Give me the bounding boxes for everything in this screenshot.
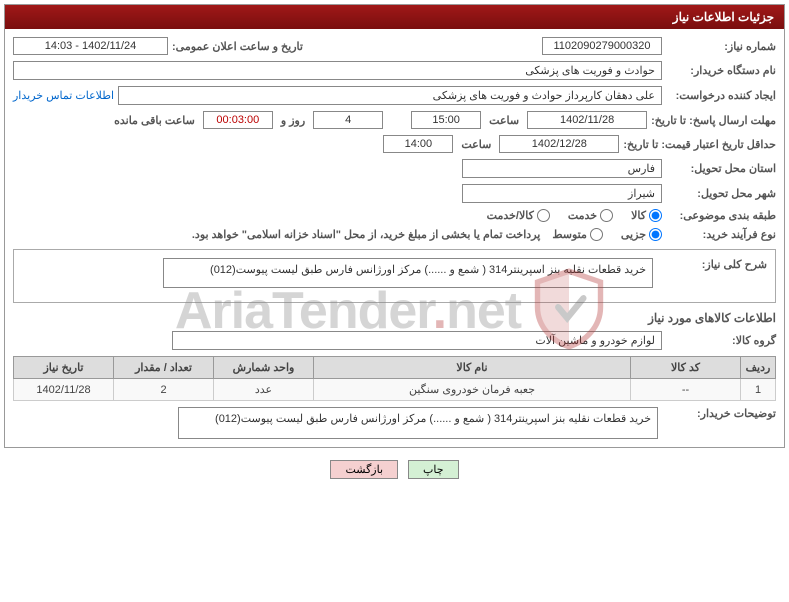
- row-group: گروه کالا: لوازم خودرو و ماشین آلات: [13, 331, 776, 350]
- deadline-date: 1402/11/28: [527, 111, 647, 129]
- validity-label: حداقل تاریخ اعتبار قیمت: تا تاریخ:: [623, 138, 776, 151]
- deadline-time: 15:00: [411, 111, 481, 129]
- province-value: فارس: [462, 159, 662, 178]
- cell-code: --: [631, 379, 741, 401]
- description-block: شرح کلی نیاز: خرید قطعات نقلیه بنز اسپری…: [13, 249, 776, 303]
- back-button[interactable]: بازگشت: [330, 460, 398, 479]
- remaining-label: ساعت باقی مانده: [114, 114, 195, 127]
- subject-radio-group: کالا خدمت کالا/خدمت: [487, 209, 662, 222]
- radio-both[interactable]: کالا/خدمت: [487, 209, 550, 222]
- requester-value: علی دهقان کارپرداز حوادث و فوریت های پزش…: [118, 86, 662, 105]
- radio-goods[interactable]: کالا: [631, 209, 662, 222]
- cell-idx: 1: [741, 379, 776, 401]
- panel-content: شماره نیاز: 1102090279000320 تاریخ و ساع…: [5, 29, 784, 447]
- row-city: شهر محل تحویل: شیراز: [13, 184, 776, 203]
- description-label: شرح کلی نیاز:: [657, 258, 767, 271]
- row-requester: ایجاد کننده درخواست: علی دهقان کارپرداز …: [13, 86, 776, 105]
- time-label-2: ساعت: [461, 138, 491, 151]
- row-buyer-note: توضیحات خریدار: خرید قطعات نقلیه بنز اسپ…: [13, 407, 776, 439]
- need-no-value: 1102090279000320: [542, 37, 662, 55]
- need-no-label: شماره نیاز:: [666, 40, 776, 53]
- buyer-org-label: نام دستگاه خریدار:: [666, 64, 776, 77]
- buyer-org-value: حوادث و فوریت های پزشکی: [13, 61, 662, 80]
- days-remaining: 4: [313, 111, 383, 129]
- radio-minor[interactable]: جزیی: [621, 228, 662, 241]
- th-name: نام کالا: [314, 357, 631, 379]
- row-buyer-org: نام دستگاه خریدار: حوادث و فوریت های پزش…: [13, 61, 776, 80]
- subject-class-label: طبقه بندی موضوعی:: [666, 209, 776, 222]
- time-label-1: ساعت: [489, 114, 519, 127]
- row-province: استان محل تحویل: فارس: [13, 159, 776, 178]
- announce-value: 1402/11/24 - 14:03: [13, 37, 168, 55]
- cell-name: جعبه فرمان خودروی سنگین: [314, 379, 631, 401]
- description-text: خرید قطعات نقلیه بنز اسپرینتر314 ( شمع و…: [163, 258, 653, 288]
- group-label: گروه کالا:: [666, 334, 776, 347]
- validity-date: 1402/12/28: [499, 135, 619, 153]
- print-button[interactable]: چاپ: [408, 460, 459, 479]
- group-value: لوازم خودرو و ماشین آلات: [172, 331, 662, 350]
- row-validity: حداقل تاریخ اعتبار قیمت: تا تاریخ: 1402/…: [13, 135, 776, 153]
- buyer-note-label: توضیحات خریدار:: [666, 407, 776, 420]
- announce-label: تاریخ و ساعت اعلان عمومی:: [172, 40, 303, 53]
- footer-buttons: چاپ بازگشت: [0, 452, 789, 491]
- validity-time: 14:00: [383, 135, 453, 153]
- row-process-type: نوع فرآیند خرید: جزیی متوسط پرداخت تمام …: [13, 228, 776, 241]
- panel-title: جزئیات اطلاعات نیاز: [673, 10, 774, 24]
- city-value: شیراز: [462, 184, 662, 203]
- deadline-label: مهلت ارسال پاسخ: تا تاریخ:: [651, 114, 776, 127]
- table-row: 1 -- جعبه فرمان خودروی سنگین عدد 2 1402/…: [14, 379, 776, 401]
- items-section-title: اطلاعات کالاهای مورد نیاز: [13, 311, 776, 325]
- radio-service[interactable]: خدمت: [568, 209, 613, 222]
- th-code: کد کالا: [631, 357, 741, 379]
- process-radio-group: جزیی متوسط: [552, 228, 662, 241]
- th-unit: واحد شمارش: [214, 357, 314, 379]
- cell-unit: عدد: [214, 379, 314, 401]
- panel-header: جزئیات اطلاعات نیاز: [5, 5, 784, 29]
- main-panel: جزئیات اطلاعات نیاز شماره نیاز: 11020902…: [4, 4, 785, 448]
- days-and-label: روز و: [281, 114, 305, 127]
- th-idx: ردیف: [741, 357, 776, 379]
- requester-label: ایجاد کننده درخواست:: [666, 89, 776, 102]
- row-need-no: شماره نیاز: 1102090279000320 تاریخ و ساع…: [13, 37, 776, 55]
- th-date: تاریخ نیاز: [14, 357, 114, 379]
- row-subject-class: طبقه بندی موضوعی: کالا خدمت کالا/خدمت: [13, 209, 776, 222]
- city-label: شهر محل تحویل:: [666, 187, 776, 200]
- buyer-note-text: خرید قطعات نقلیه بنز اسپرینتر314 ( شمع و…: [178, 407, 658, 439]
- th-qty: تعداد / مقدار: [114, 357, 214, 379]
- countdown: 00:03:00: [203, 111, 273, 129]
- process-type-label: نوع فرآیند خرید:: [666, 228, 776, 241]
- buyer-contact-link[interactable]: اطلاعات تماس خریدار: [13, 89, 114, 102]
- row-deadline: مهلت ارسال پاسخ: تا تاریخ: 1402/11/28 سا…: [13, 111, 776, 129]
- payment-note: پرداخت تمام یا بخشی از مبلغ خرید، از محل…: [192, 228, 540, 241]
- table-header-row: ردیف کد کالا نام کالا واحد شمارش تعداد /…: [14, 357, 776, 379]
- items-table: ردیف کد کالا نام کالا واحد شمارش تعداد /…: [13, 356, 776, 401]
- cell-qty: 2: [114, 379, 214, 401]
- province-label: استان محل تحویل:: [666, 162, 776, 175]
- cell-date: 1402/11/28: [14, 379, 114, 401]
- radio-medium[interactable]: متوسط: [552, 228, 603, 241]
